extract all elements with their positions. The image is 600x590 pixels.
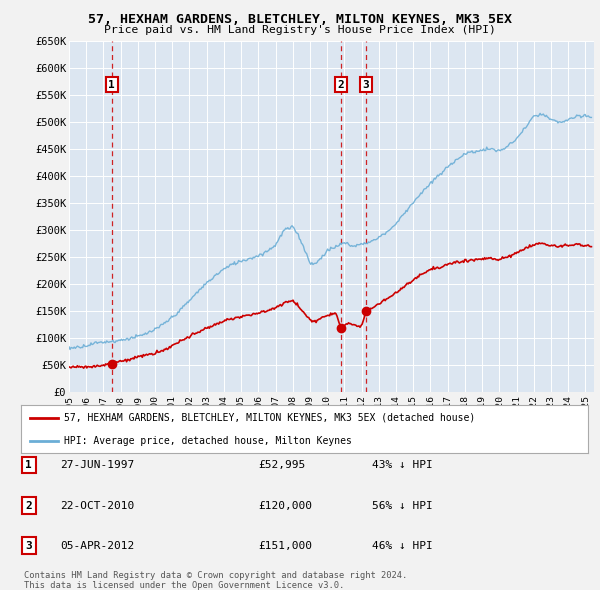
Text: Contains HM Land Registry data © Crown copyright and database right 2024.: Contains HM Land Registry data © Crown c… — [24, 571, 407, 580]
Text: 46% ↓ HPI: 46% ↓ HPI — [372, 541, 433, 550]
Text: Price paid vs. HM Land Registry's House Price Index (HPI): Price paid vs. HM Land Registry's House … — [104, 25, 496, 35]
Text: 57, HEXHAM GARDENS, BLETCHLEY, MILTON KEYNES, MK3 5EX: 57, HEXHAM GARDENS, BLETCHLEY, MILTON KE… — [88, 13, 512, 26]
Text: 3: 3 — [25, 541, 32, 550]
Text: 05-APR-2012: 05-APR-2012 — [60, 541, 134, 550]
Text: HPI: Average price, detached house, Milton Keynes: HPI: Average price, detached house, Milt… — [64, 436, 352, 446]
Text: £120,000: £120,000 — [258, 501, 312, 510]
Text: £52,995: £52,995 — [258, 460, 305, 470]
Text: 3: 3 — [362, 80, 370, 90]
Text: 57, HEXHAM GARDENS, BLETCHLEY, MILTON KEYNES, MK3 5EX (detached house): 57, HEXHAM GARDENS, BLETCHLEY, MILTON KE… — [64, 413, 475, 423]
Text: 1: 1 — [25, 460, 32, 470]
Text: This data is licensed under the Open Government Licence v3.0.: This data is licensed under the Open Gov… — [24, 581, 344, 589]
Text: 1: 1 — [109, 80, 115, 90]
Text: 2: 2 — [25, 501, 32, 510]
Text: 43% ↓ HPI: 43% ↓ HPI — [372, 460, 433, 470]
Text: 2: 2 — [338, 80, 344, 90]
Text: 27-JUN-1997: 27-JUN-1997 — [60, 460, 134, 470]
Text: £151,000: £151,000 — [258, 541, 312, 550]
Text: 56% ↓ HPI: 56% ↓ HPI — [372, 501, 433, 510]
Text: 22-OCT-2010: 22-OCT-2010 — [60, 501, 134, 510]
